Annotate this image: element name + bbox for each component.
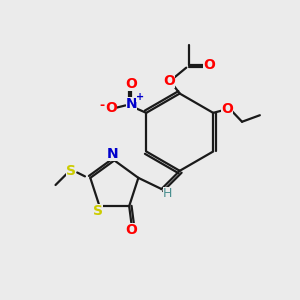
- Text: O: O: [221, 102, 233, 116]
- Text: O: O: [105, 101, 117, 115]
- Text: O: O: [125, 77, 137, 91]
- Text: H: H: [163, 187, 172, 200]
- Text: O: O: [203, 58, 215, 72]
- Text: +: +: [136, 92, 144, 101]
- Text: N: N: [126, 97, 137, 111]
- Text: -: -: [100, 99, 105, 112]
- Text: S: S: [93, 205, 103, 218]
- Text: O: O: [126, 224, 137, 238]
- Text: N: N: [107, 147, 119, 161]
- Text: S: S: [66, 164, 76, 178]
- Text: O: O: [164, 74, 175, 88]
